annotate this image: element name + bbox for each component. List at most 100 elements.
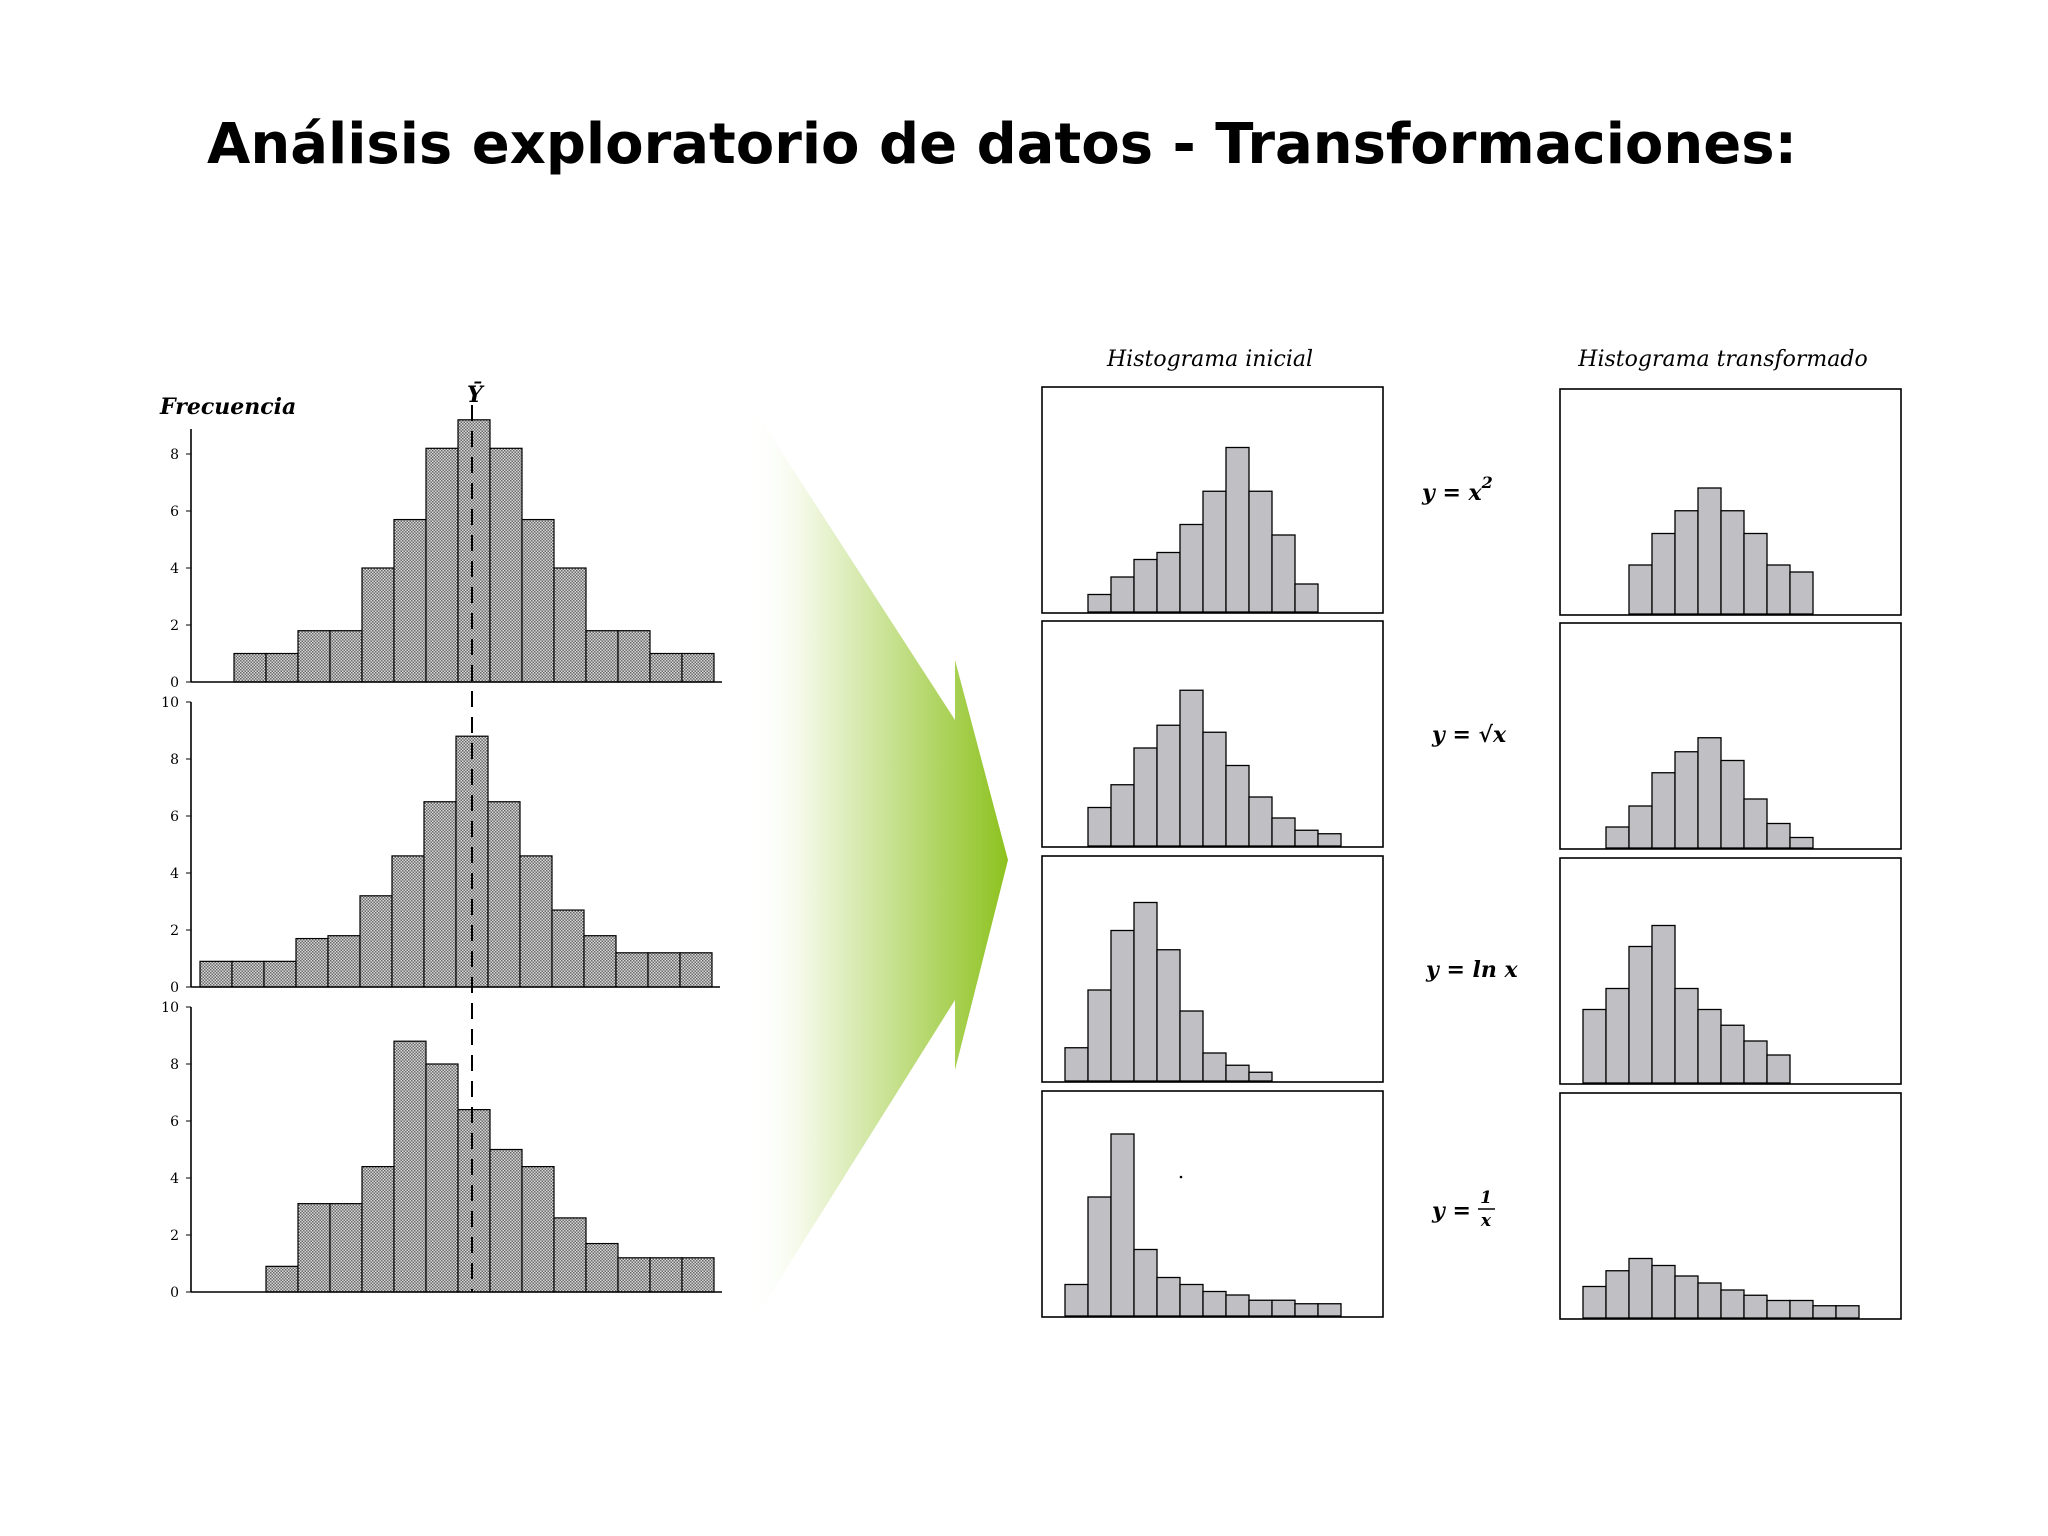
transform-bar bbox=[1179, 1283, 1204, 1317]
y-tick-label: 8 bbox=[170, 1057, 179, 1073]
left-bar bbox=[329, 1203, 363, 1293]
transform-bar bbox=[1179, 1010, 1204, 1082]
left-bar bbox=[553, 1217, 587, 1293]
transform-bar bbox=[1766, 1054, 1791, 1084]
left-bar bbox=[361, 1165, 395, 1293]
initial-histogram-3 bbox=[1041, 855, 1384, 1083]
left-bar bbox=[487, 801, 521, 988]
left-bar bbox=[457, 1108, 491, 1293]
y-tick-label: 8 bbox=[170, 752, 179, 768]
left-histogram-3: 0 2 4 6 8 10 bbox=[161, 1000, 722, 1301]
transform-recip-den: x bbox=[1480, 1211, 1492, 1231]
transformed-histogram-4 bbox=[1559, 1092, 1902, 1320]
y-tick-label: 2 bbox=[170, 618, 179, 634]
left-bar bbox=[359, 895, 393, 988]
left-bar bbox=[393, 518, 427, 683]
transform-bar bbox=[1697, 737, 1722, 849]
transform-bar bbox=[1133, 1248, 1158, 1317]
transform-bar bbox=[1064, 1283, 1089, 1317]
left-bar bbox=[297, 630, 331, 683]
left-bar bbox=[617, 1257, 651, 1293]
transform-bar bbox=[1087, 593, 1112, 613]
transform-bar bbox=[1766, 1299, 1791, 1319]
transform-bar bbox=[1248, 1071, 1273, 1082]
transform-bar bbox=[1766, 564, 1791, 615]
y-tick-label: 10 bbox=[161, 695, 179, 711]
transform-bar bbox=[1628, 564, 1653, 615]
y-tick-label: 4 bbox=[170, 1171, 179, 1187]
transform-bar bbox=[1605, 826, 1630, 849]
y-tick-label: 6 bbox=[170, 504, 179, 520]
left-bar bbox=[585, 630, 619, 683]
transform-bar bbox=[1294, 1303, 1319, 1317]
left-bar bbox=[521, 518, 555, 683]
left-bar bbox=[681, 1257, 715, 1293]
transform-bar bbox=[1720, 1289, 1745, 1319]
transform-label-ln: y = ln x bbox=[1425, 957, 1519, 983]
initial-histogram-1 bbox=[1041, 386, 1384, 614]
transform-bar bbox=[1628, 805, 1653, 849]
transform-bar bbox=[1133, 901, 1158, 1082]
transform-bar bbox=[1294, 583, 1319, 613]
left-bar bbox=[617, 630, 651, 683]
transform-bar bbox=[1743, 532, 1768, 615]
transform-bar bbox=[1225, 1064, 1250, 1082]
left-ylabel: Frecuencia bbox=[159, 394, 296, 420]
transform-bar bbox=[1720, 1024, 1745, 1084]
transform-ln-text: y = ln x bbox=[1425, 957, 1519, 983]
y-tick-label: 6 bbox=[170, 1114, 179, 1130]
transform-bar bbox=[1651, 924, 1676, 1084]
left-bar bbox=[553, 567, 587, 683]
svg-text:y = x2: y = x2 bbox=[1421, 473, 1493, 506]
transform-bar bbox=[1789, 571, 1814, 615]
transformed-histogram-3 bbox=[1559, 857, 1902, 1085]
transform-bar bbox=[1789, 1299, 1814, 1319]
transform-bar bbox=[1248, 796, 1273, 847]
transform-bar bbox=[1720, 510, 1745, 615]
transform-bar bbox=[1225, 764, 1250, 847]
transform-recip-lhs: y = bbox=[1431, 1198, 1471, 1224]
y-tick-label: 2 bbox=[170, 1228, 179, 1244]
left-bar bbox=[649, 652, 683, 683]
transform-bar bbox=[1064, 1047, 1089, 1082]
transform-bar bbox=[1674, 510, 1699, 615]
transform-bar bbox=[1133, 558, 1158, 613]
transform-bar bbox=[1248, 1299, 1273, 1317]
transform-bar bbox=[1202, 490, 1227, 613]
transform-bar bbox=[1697, 1282, 1722, 1319]
transformed-histogram-2 bbox=[1559, 622, 1902, 850]
transform-bar bbox=[1766, 822, 1791, 849]
transform-bar bbox=[1156, 1276, 1181, 1317]
left-bar bbox=[583, 935, 617, 988]
transformed-histogram-1 bbox=[1559, 388, 1902, 616]
transform-bar bbox=[1651, 532, 1676, 615]
left-bar bbox=[519, 855, 553, 988]
left-bar bbox=[647, 952, 681, 988]
y-tick-label: 2 bbox=[170, 923, 179, 939]
left-bar bbox=[425, 447, 459, 683]
transform-arrow bbox=[748, 400, 1008, 1330]
transform-bar bbox=[1271, 817, 1296, 847]
transform-bar bbox=[1674, 751, 1699, 849]
transform-bar bbox=[1628, 945, 1653, 1084]
left-bar bbox=[649, 1257, 683, 1293]
left-bar bbox=[679, 952, 713, 988]
transform-bar bbox=[1674, 1275, 1699, 1319]
transform-label-square: y = x2 bbox=[1421, 473, 1493, 506]
transform-label-sqrt: y = √x bbox=[1431, 722, 1507, 748]
transform-bar bbox=[1202, 1052, 1227, 1082]
transform-bar bbox=[1789, 836, 1814, 849]
y-tick-label: 0 bbox=[170, 980, 179, 996]
transform-bar bbox=[1271, 534, 1296, 613]
left-bar bbox=[423, 801, 457, 988]
transform-bar bbox=[1225, 1294, 1250, 1317]
transform-label-recip: y = 1 x bbox=[1431, 1188, 1495, 1231]
transform-bar bbox=[1110, 576, 1135, 613]
transform-bar bbox=[1087, 1196, 1112, 1317]
y-tick-label: 10 bbox=[161, 1000, 179, 1016]
transform-bar bbox=[1202, 731, 1227, 847]
transform-bar bbox=[1582, 1285, 1607, 1319]
transform-sqrt-lhs: y = bbox=[1431, 722, 1479, 748]
